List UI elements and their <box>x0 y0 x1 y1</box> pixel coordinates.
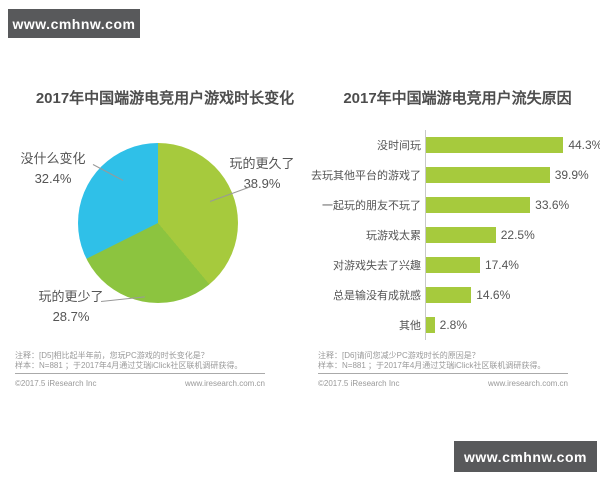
bar-label: 对游戏失去了兴趣 <box>333 260 421 272</box>
bar-track: 2.8% <box>425 310 599 340</box>
pie-label-value: 32.4% <box>34 171 72 187</box>
note-divider <box>318 373 568 374</box>
pie-label-played-more: 玩的更久了 38.9% <box>225 154 299 194</box>
bar-value: 14.6% <box>476 288 511 302</box>
bar-value: 39.9% <box>554 168 589 182</box>
pie-label-text: 玩的更少了 <box>38 289 104 304</box>
bar-value: 22.5% <box>500 228 535 242</box>
bar <box>426 197 531 213</box>
bar-row: 没时间玩 44.3% <box>311 130 600 160</box>
bar <box>426 227 496 243</box>
bar <box>426 287 472 303</box>
pie-label-played-less: 玩的更少了 28.7% <box>28 287 114 327</box>
watermark-url-bottom: www.cmhnw.com <box>464 448 587 465</box>
note-question: 注释：[D6]请问您减少PC游戏时长的原因是？ <box>318 351 480 360</box>
bar-value: 44.3% <box>568 138 600 152</box>
pie-label-value: 38.9% <box>243 176 281 192</box>
bar-value: 33.6% <box>535 198 570 212</box>
bar-row: 一起玩的朋友不玩了 33.6% <box>311 190 599 220</box>
note-sample: 样本：N=881 ；于2017年4月通过艾瑞iClick社区联机调研获得。 <box>15 361 243 370</box>
watermark-banner-top: www.cmhnw.com <box>8 9 140 38</box>
bar-row: 对游戏失去了兴趣 17.4% <box>311 250 599 280</box>
pie <box>78 143 238 303</box>
bar <box>426 317 435 333</box>
bar-track: 22.5% <box>425 220 599 250</box>
pie-label-text: 玩的更久了 <box>229 156 295 171</box>
iresearch-url: www.iresearch.com.cn <box>184 379 265 388</box>
bar <box>426 137 564 153</box>
bar-value: 17.4% <box>484 258 519 272</box>
bar <box>426 167 550 183</box>
left-chart-footnotes: 注释：[D5]相比起半年前，您玩PC游戏的时长变化是？ 样本：N=881 ；于2… <box>15 351 265 388</box>
bar-row: 去玩其他平台的游戏了 39.9% <box>311 160 599 190</box>
bar-track: 33.6% <box>425 190 599 220</box>
bar <box>426 257 480 273</box>
pie-label-text: 没什么变化 <box>20 151 86 166</box>
right-chart-footnotes: 注释：[D6]请问您减少PC游戏时长的原因是？ 样本：N=881 ；于2017年… <box>318 351 568 388</box>
bar-track: 17.4% <box>425 250 599 280</box>
copyright-text: ©2017.5 iResearch Inc <box>15 379 97 388</box>
bar-label: 玩游戏太累 <box>366 230 421 242</box>
pie-label-no-change: 没什么变化 32.4% <box>10 149 96 189</box>
pie-chart-title: 2017年中国端游电竞用户游戏时长变化 <box>35 90 295 107</box>
bar-row: 玩游戏太累 22.5% <box>311 220 599 250</box>
watermark-banner-bottom: www.cmhnw.com <box>454 441 597 472</box>
bar-label: 总是输没有成就感 <box>333 290 421 302</box>
bar-value: 2.8% <box>439 318 468 332</box>
bar-chart-title: 2017年中国端游电竞用户流失原因 <box>343 90 572 107</box>
bar-track: 14.6% <box>425 280 599 310</box>
bar-label: 一起玩的朋友不玩了 <box>322 200 421 212</box>
note-question: 注释：[D5]相比起半年前，您玩PC游戏的时长变化是？ <box>15 351 209 360</box>
iresearch-url: www.iresearch.com.cn <box>487 379 568 388</box>
bar-label: 去玩其他平台的游戏了 <box>311 170 421 182</box>
watermark-url-top: www.cmhnw.com <box>12 15 136 32</box>
bar-label: 没时间玩 <box>377 140 421 152</box>
bar-row: 总是输没有成就感 14.6% <box>311 280 599 310</box>
pie-label-value: 28.7% <box>52 309 90 325</box>
note-sample: 样本：N=881 ；于2017年4月通过艾瑞iClick社区联机调研获得。 <box>318 361 546 370</box>
bar-label: 其他 <box>399 320 421 332</box>
note-divider <box>15 373 265 374</box>
bar-rows: 没时间玩 44.3% 去玩其他平台的游戏了 39.9% 一起玩的朋友不玩了 33.6% 玩游… <box>311 130 600 340</box>
bar-track: 44.3% <box>425 130 600 160</box>
bar-row: 其他 2.8% <box>311 310 599 340</box>
copyright-text: ©2017.5 iResearch Inc <box>318 379 400 388</box>
bar-track: 39.9% <box>425 160 599 190</box>
